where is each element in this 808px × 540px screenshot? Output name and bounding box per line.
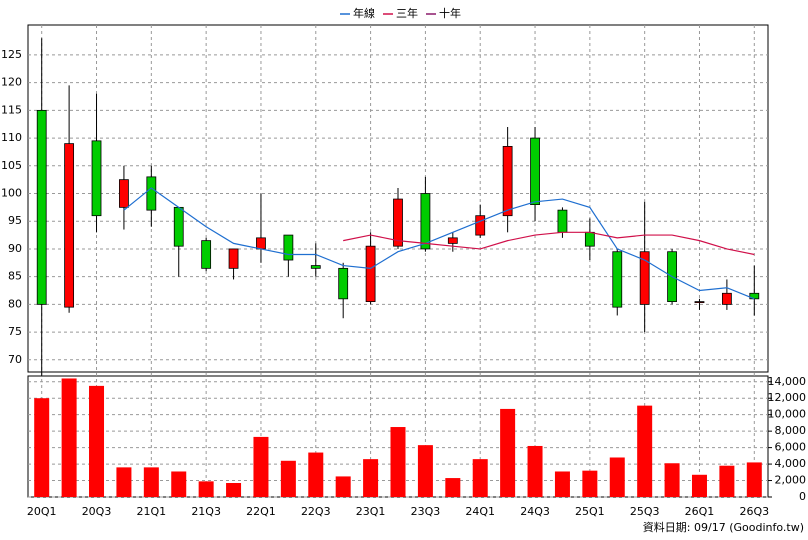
x-tick-label: 20Q3 bbox=[82, 505, 112, 518]
legend-label: 年線 bbox=[353, 6, 375, 20]
y-tick-label: 70 bbox=[8, 353, 22, 366]
y-tick-label: 95 bbox=[8, 214, 22, 227]
volume-bar bbox=[280, 460, 296, 497]
x-tick-label: 24Q3 bbox=[520, 505, 550, 518]
candle-body bbox=[447, 237, 458, 244]
volume-bar bbox=[664, 463, 680, 497]
volume-bar bbox=[253, 436, 269, 497]
y-tick-label: 6,000 bbox=[775, 441, 807, 454]
candle-body bbox=[420, 193, 431, 250]
y-tick-label: 12,000 bbox=[768, 391, 807, 404]
volume-bar bbox=[116, 467, 132, 497]
x-tick-label: 22Q3 bbox=[301, 505, 331, 518]
y-tick-label: 110 bbox=[1, 131, 22, 144]
source-note: 資料日期: 09/17 (Goodinfo.tw) bbox=[643, 520, 804, 534]
volume-bar bbox=[363, 459, 379, 497]
candle-body bbox=[530, 137, 540, 205]
volume-bar bbox=[691, 474, 707, 497]
legend-label: 十年 bbox=[439, 6, 461, 20]
volume-bar bbox=[89, 385, 105, 497]
x-tick-label: 25Q1 bbox=[575, 505, 605, 518]
candle-body bbox=[475, 215, 486, 236]
candle-body bbox=[365, 245, 376, 303]
x-tick-label: 21Q1 bbox=[137, 505, 167, 518]
volume-bar bbox=[609, 457, 625, 497]
volume-bar bbox=[719, 465, 735, 497]
volume-bar bbox=[226, 483, 242, 497]
y-tick-label: 8,000 bbox=[775, 424, 807, 437]
candle-body bbox=[557, 209, 568, 233]
candle-body bbox=[36, 109, 47, 305]
x-tick-label: 24Q1 bbox=[465, 505, 495, 518]
legend-label: 三年 bbox=[396, 6, 418, 20]
volume-bar bbox=[554, 471, 570, 497]
y-tick-label: 14,000 bbox=[768, 375, 807, 388]
x-tick-label: 23Q1 bbox=[356, 505, 386, 518]
ma-line bbox=[123, 187, 755, 300]
candle-body bbox=[694, 301, 705, 304]
candle-body bbox=[283, 234, 294, 261]
y-tick-label: 115 bbox=[1, 103, 22, 116]
volume-bar bbox=[198, 481, 214, 497]
y-tick-label: 10,000 bbox=[768, 408, 807, 421]
y-tick-label: 100 bbox=[1, 187, 22, 200]
volume-bar bbox=[500, 408, 516, 497]
volume-bar bbox=[472, 459, 488, 497]
candle-body bbox=[612, 251, 623, 308]
x-tick-label: 25Q3 bbox=[630, 505, 660, 518]
y-tick-label: 2,000 bbox=[775, 474, 807, 487]
volume-bar bbox=[143, 467, 159, 497]
volume-bar bbox=[171, 471, 187, 497]
volume-bar bbox=[61, 378, 77, 497]
y-tick-label: 0 bbox=[799, 490, 806, 503]
y-tick-label: 75 bbox=[8, 325, 22, 338]
candle-body bbox=[639, 251, 650, 305]
x-tick-label: 21Q3 bbox=[191, 505, 221, 518]
x-tick-label: 20Q1 bbox=[27, 505, 57, 518]
candle-body bbox=[393, 198, 403, 247]
volume-bar bbox=[527, 445, 543, 497]
candle-body bbox=[173, 206, 184, 247]
volume-bar bbox=[637, 405, 653, 497]
y-tick-label: 80 bbox=[8, 297, 22, 310]
y-tick-label: 85 bbox=[8, 270, 22, 283]
y-tick-label: 90 bbox=[8, 242, 22, 255]
volume-bar bbox=[746, 462, 762, 497]
candle-body bbox=[64, 143, 75, 308]
volume-bar bbox=[390, 427, 406, 497]
volume-bar bbox=[335, 476, 351, 497]
candle-body bbox=[584, 231, 595, 247]
candle-body bbox=[310, 265, 321, 269]
ma-line bbox=[343, 231, 755, 256]
x-tick-label: 22Q1 bbox=[246, 505, 276, 518]
candle-body bbox=[502, 145, 513, 217]
candle-body bbox=[91, 140, 102, 217]
x-tick-label: 26Q1 bbox=[685, 505, 715, 518]
volume-bar bbox=[308, 452, 324, 497]
volume-bar bbox=[34, 398, 50, 497]
candle-body bbox=[146, 176, 157, 211]
volume-bar bbox=[445, 478, 461, 497]
candle-body bbox=[119, 179, 129, 208]
y-tick-label: 105 bbox=[1, 159, 22, 172]
candle-body bbox=[228, 248, 239, 269]
x-tick-label: 23Q3 bbox=[411, 505, 441, 518]
volume-bar bbox=[417, 445, 433, 497]
x-tick-label: 26Q3 bbox=[739, 505, 769, 518]
y-tick-label: 125 bbox=[1, 48, 22, 61]
y-tick-label: 120 bbox=[1, 76, 22, 89]
volume-bar bbox=[582, 470, 598, 497]
candle-body bbox=[338, 267, 349, 300]
candle-body bbox=[256, 237, 266, 250]
candle-body bbox=[721, 292, 732, 305]
candle-body bbox=[201, 240, 212, 269]
y-tick-label: 4,000 bbox=[775, 457, 807, 470]
